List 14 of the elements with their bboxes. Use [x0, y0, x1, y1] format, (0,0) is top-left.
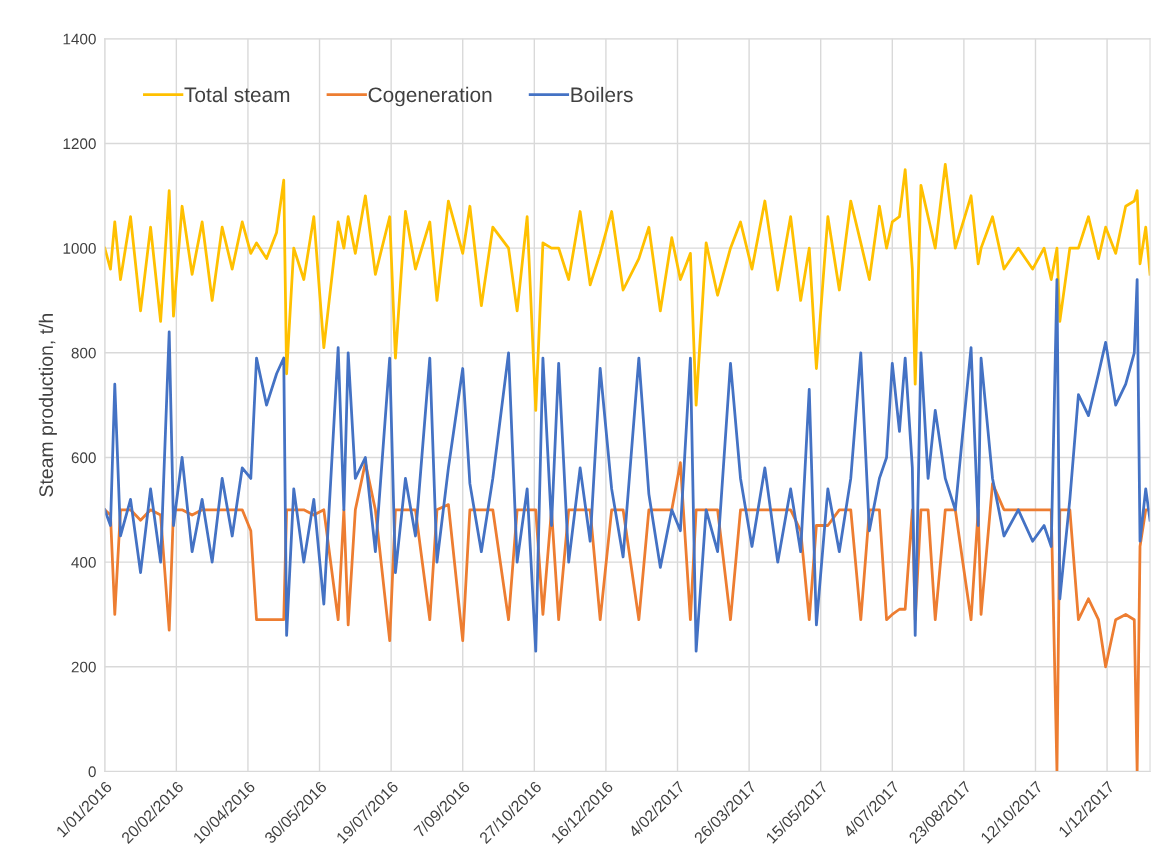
y-tick-label: 1000 — [63, 243, 96, 254]
line-series — [104, 278, 1151, 653]
y-tick-label: 800 — [71, 347, 96, 359]
legend-label: Cogeneration — [368, 86, 492, 107]
y-tick-label: 1200 — [63, 138, 96, 150]
y-tick-label: 1400 — [63, 33, 96, 45]
y-tick-label: 200 — [71, 661, 96, 673]
y-tick-label: 400 — [71, 557, 96, 568]
legend-label: Total steam — [184, 86, 290, 103]
y-axis-title: Steam production, t/h — [38, 313, 57, 497]
line-series — [104, 163, 1151, 412]
legend-label: Boilers — [571, 86, 633, 103]
y-tick-label: 0 — [88, 766, 96, 778]
y-tick-label: 600 — [71, 452, 96, 464]
